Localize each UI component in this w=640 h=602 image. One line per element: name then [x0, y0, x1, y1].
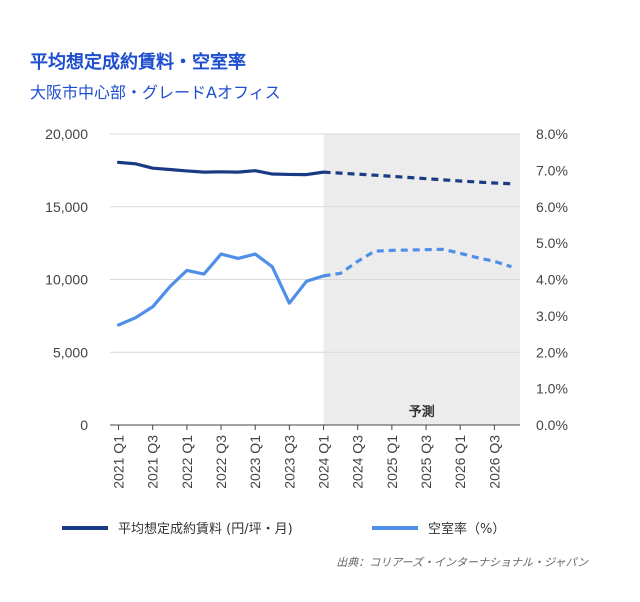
y-right-tick-label: 2.0% [536, 344, 568, 360]
series-line-1-forecast [323, 247, 512, 278]
y-right-tick-label: 1.0% [536, 381, 568, 397]
x-tick-label: 2021 Q3 [145, 435, 161, 489]
chart-title: 平均想定成約賃料・空室率 [30, 52, 246, 73]
forecast-label: 予測 [409, 404, 435, 420]
y-axis-left-ticks: 0 5,000 10,000 15,000 20,000 [45, 126, 88, 433]
y-right-tick-label: 8.0% [536, 126, 568, 142]
x-tick-label: 2021 Q1 [111, 435, 127, 489]
x-tick-label: 2025 Q3 [418, 435, 434, 489]
y-left-tick-label: 15,000 [45, 199, 88, 215]
x-tick-label: 2023 Q1 [247, 435, 263, 489]
y-right-tick-label: 3.0% [536, 308, 568, 324]
x-tick-label: 2025 Q1 [384, 435, 400, 489]
legend-vacancy-label: 空室率（%） [428, 521, 505, 537]
y-right-tick-label: 4.0% [536, 272, 568, 288]
y-right-tick-label: 6.0% [536, 199, 568, 215]
series-line-0-forecast [323, 170, 512, 186]
x-tick-label: 2022 Q1 [179, 435, 195, 489]
x-tick-label: 2024 Q1 [316, 435, 332, 489]
x-tick-label: 2023 Q3 [281, 435, 297, 489]
chart-subtitle: 大阪市中心部・グレードAオフィス [30, 83, 281, 102]
y-right-tick-label: 5.0% [536, 235, 568, 251]
x-tick-label: 2024 Q3 [350, 435, 366, 489]
series-line-0-actual [116, 160, 326, 177]
source-note: 出典：コリアーズ・インターナショナル・ジャパン [336, 556, 589, 569]
y-left-tick-label: 20,000 [45, 126, 88, 142]
series-group [116, 160, 512, 327]
series-line-1-actual [116, 252, 326, 327]
x-tick-label: 2026 Q1 [452, 435, 468, 489]
y-left-tick-label: 5,000 [53, 344, 88, 360]
legend-rent-label: 平均想定成約賃料 (円/坪・月) [118, 521, 293, 537]
y-left-tick-label: 10,000 [45, 272, 88, 288]
x-axis-ticks: 2021 Q1 2021 Q3 2022 Q1 2022 Q3 2023 Q1 2023 … [111, 425, 502, 489]
y-axis-right-ticks: 0.0% 1.0% 2.0% 3.0% 4.0% 5.0% 6.0% 7.0% 8.0% [536, 126, 568, 433]
x-tick-label: 2022 Q3 [213, 435, 229, 489]
y-right-tick-label: 0.0% [536, 417, 568, 433]
y-right-tick-label: 7.0% [536, 162, 568, 178]
x-tick-label: 2026 Q3 [486, 435, 502, 489]
y-left-tick-label: 0 [80, 417, 88, 433]
legend: 平均想定成約賃料 (円/坪・月) 空室率（%） [62, 521, 505, 537]
